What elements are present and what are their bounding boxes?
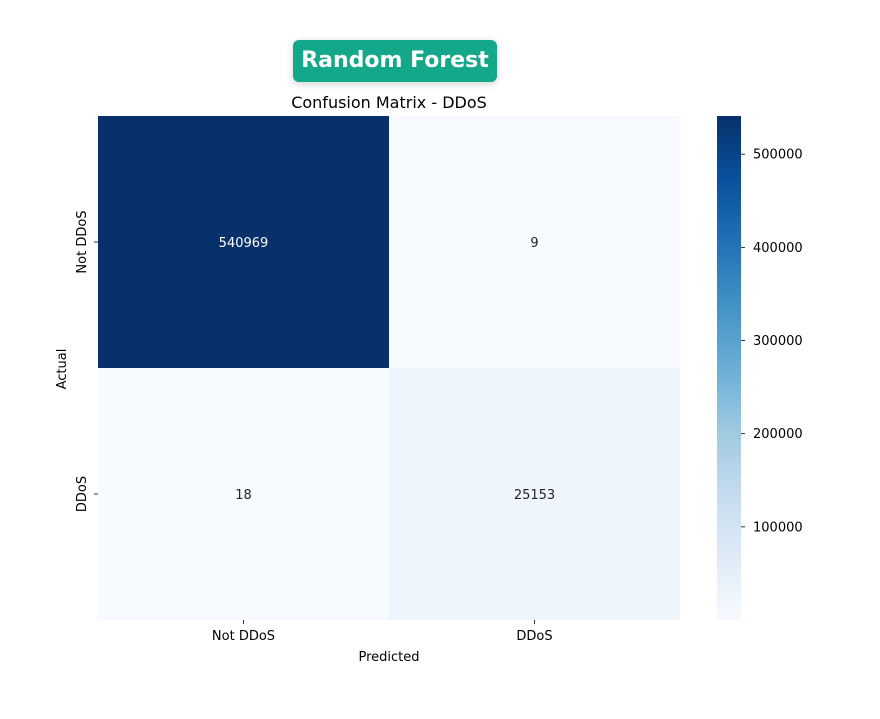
y-tick-label: Not DDoS — [75, 210, 90, 273]
heatmap-cell — [389, 368, 680, 620]
cell-value-label: 18 — [235, 488, 252, 503]
x-tick-label: Not DDoS — [212, 629, 275, 644]
y-axis-label: Actual — [55, 349, 70, 390]
colorbar-tick-label: 500000 — [753, 148, 803, 163]
heatmap-cells: 540969 9 18 25153 Not DDoS DDoS Not DDoS DDoS — [75, 116, 680, 644]
cell-value-label: 9 — [530, 236, 538, 251]
colorbar-tick-label: 300000 — [753, 334, 803, 349]
colorbar-gradient — [717, 116, 741, 620]
colorbar-tick-label: 200000 — [753, 427, 803, 442]
x-tick-label: DDoS — [516, 629, 552, 644]
cell-value-label: 25153 — [514, 488, 555, 503]
heatmap-cell — [389, 116, 680, 368]
heatmap-cell — [98, 116, 389, 368]
x-axis-label: Predicted — [358, 650, 419, 665]
cell-value-label: 540969 — [219, 236, 269, 251]
colorbar-tick-label: 100000 — [753, 520, 803, 535]
model-badge: Random Forest — [293, 40, 497, 82]
colorbar-tick-label: 400000 — [753, 241, 803, 256]
colorbar: 100000 200000 300000 400000 500000 — [717, 116, 803, 620]
y-tick-label: DDoS — [75, 476, 90, 512]
chart-title: Confusion Matrix - DDoS — [291, 93, 487, 112]
heatmap-cell — [98, 368, 389, 620]
